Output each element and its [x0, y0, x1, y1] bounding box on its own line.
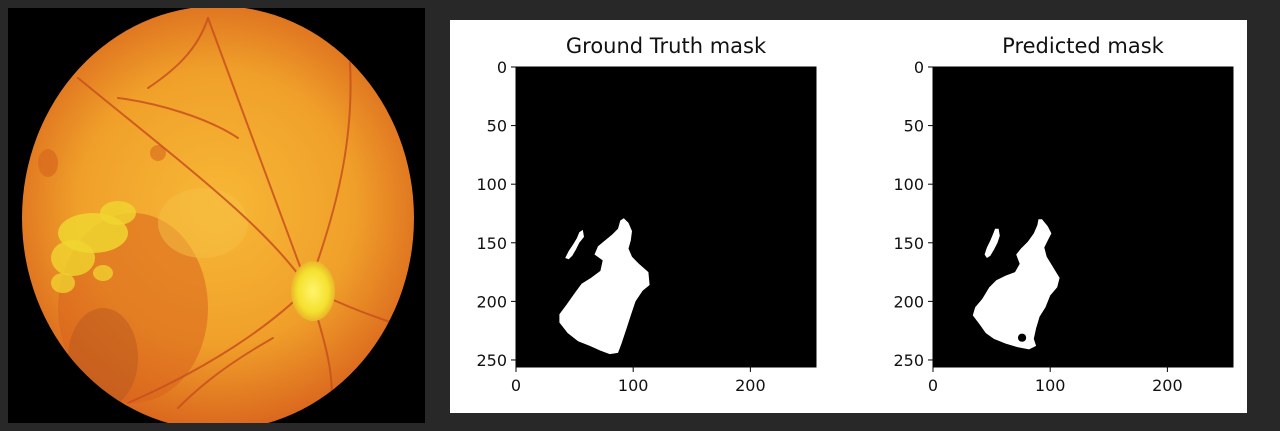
mask-region	[565, 229, 584, 260]
y-tick-label: 100	[893, 175, 924, 194]
y-tick-label: 100	[476, 175, 507, 194]
x-tick-label: 0	[928, 376, 938, 395]
mask-region	[984, 228, 1000, 258]
mask-hole	[1017, 333, 1027, 342]
y-tick-label: 0	[914, 58, 924, 77]
optic-disc	[291, 261, 335, 321]
retina-photo	[8, 8, 425, 423]
mask-region	[559, 218, 650, 355]
small-lesion	[38, 149, 58, 177]
y-tick-label: 50	[904, 117, 924, 136]
x-tick-label: 0	[511, 376, 521, 395]
x-tick-label: 100	[1035, 376, 1066, 395]
axes-frame	[515, 66, 817, 368]
y-tick-label: 150	[893, 234, 924, 253]
axes-frame	[932, 66, 1234, 368]
y-tick-label: 250	[476, 351, 507, 370]
fundus-image	[8, 8, 425, 423]
mask-comparison-figure: Ground Truth mask 0 50 100 150 200 250 0 100 200 P…	[450, 20, 1247, 413]
x-tick-label: 100	[618, 376, 649, 395]
y-tick-label: 50	[487, 117, 507, 136]
y-tick-label: 200	[893, 292, 924, 311]
y-tick-label: 150	[476, 234, 507, 253]
chart-title: Predicted mask	[1002, 34, 1165, 58]
x-tick-label: 200	[1152, 376, 1183, 395]
small-lesion	[150, 145, 166, 161]
y-tick-label: 200	[476, 292, 507, 311]
macula-region	[158, 188, 248, 258]
y-tick-label: 250	[893, 351, 924, 370]
exudate-cluster	[51, 201, 136, 293]
chart-title: Ground Truth mask	[566, 34, 767, 58]
corner-artifact	[58, 396, 80, 416]
mask-region	[972, 219, 1060, 350]
y-tick-label: 0	[497, 58, 507, 77]
x-tick-label: 200	[735, 376, 766, 395]
